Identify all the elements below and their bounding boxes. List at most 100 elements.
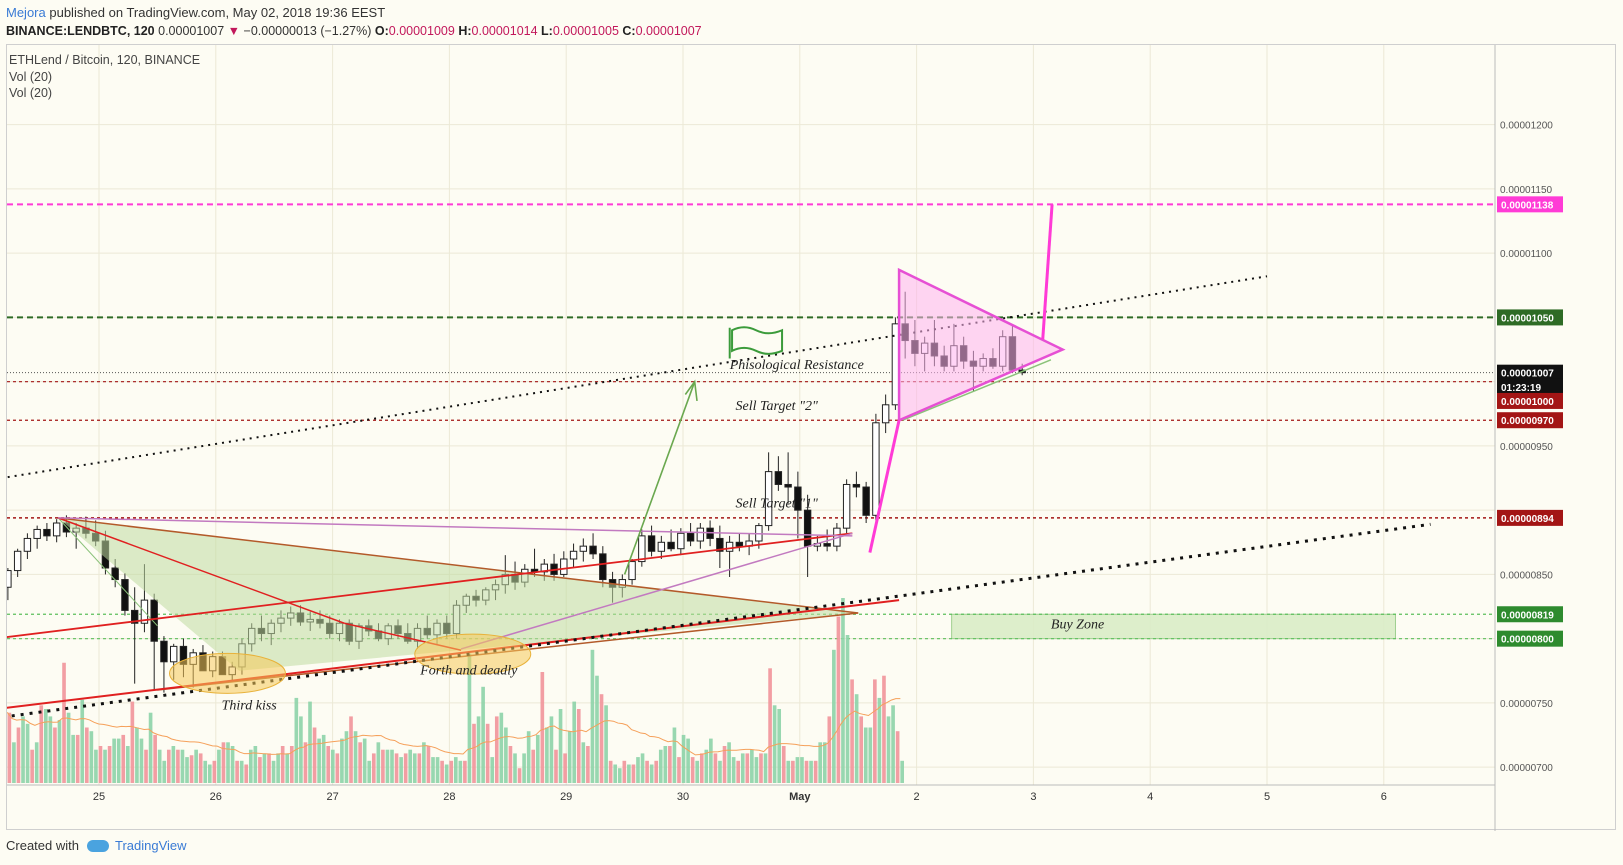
legend-volume-2[interactable]: Vol (20) — [9, 86, 53, 100]
candle-body — [150, 599, 158, 642]
volume-bar — [385, 749, 390, 783]
volume-bar — [248, 749, 253, 783]
volume-bar — [371, 753, 376, 783]
volume-bar — [157, 749, 162, 783]
volume-bar — [235, 760, 239, 783]
volume-bar — [276, 753, 280, 783]
volume-bar — [863, 727, 868, 783]
volume-bar — [704, 749, 709, 783]
price-label: 01:23:19 — [1497, 378, 1563, 395]
volume-bar — [531, 749, 536, 783]
volume-bar — [572, 701, 577, 783]
triangle-upper-line — [58, 517, 859, 614]
price-label-text: 0.00001007 — [1501, 369, 1554, 380]
volume-bar — [886, 716, 891, 783]
volume-bar — [499, 712, 504, 783]
volume-bar — [34, 742, 39, 783]
volume-bar — [581, 742, 586, 783]
volume-ma-line — [7, 698, 901, 756]
high-value: 0.00001014 — [471, 24, 538, 38]
volume-bar — [868, 727, 873, 783]
price-label: 0.00000894 — [1497, 509, 1563, 526]
candle-body — [794, 486, 802, 511]
price-chart[interactable]: 0.00001200 0.00001150 0.00001100 0.00000950… — [7, 45, 1617, 831]
volume-bar — [763, 753, 768, 783]
chart-pane[interactable]: 0.00001200 0.00001150 0.00001100 0.00000950… — [6, 44, 1617, 831]
candle-body — [725, 541, 734, 552]
candle-body — [774, 471, 783, 485]
y-tick-label: 0.00000750 — [1500, 699, 1553, 710]
volume-bar — [112, 738, 116, 783]
volume-bar — [713, 753, 718, 783]
volume-bar — [303, 742, 308, 783]
volume-bar — [162, 760, 167, 783]
brand-label: TradingView — [114, 838, 187, 853]
volume-bar — [353, 731, 358, 783]
legend-volume-1[interactable]: Vol (20) — [9, 69, 53, 84]
volume-bar — [463, 760, 467, 783]
volume-bar — [435, 757, 440, 783]
legend-title: ETHLend / Bitcoin, 120, BINANCE — [9, 53, 201, 67]
volume-bar — [895, 731, 900, 783]
candle-body — [121, 579, 129, 611]
volume-bar — [344, 731, 349, 783]
price-label-bg — [1497, 196, 1563, 213]
candle-body — [628, 561, 636, 581]
low-value: 0.00001005 — [552, 24, 619, 38]
author-link[interactable]: Mejora — [6, 5, 46, 20]
volume-bar — [804, 760, 809, 783]
candle-body — [169, 645, 178, 663]
volume-bar — [176, 749, 180, 783]
x-tick-label: 6 — [1381, 791, 1387, 803]
tradingview-brand[interactable]: TradingView — [86, 838, 187, 853]
price-label: 0.00001050 — [1497, 309, 1563, 326]
volume-bar — [677, 757, 681, 783]
price-label: 0.00000800 — [1497, 630, 1563, 647]
candle-body — [160, 640, 168, 663]
volume-bar — [845, 635, 850, 783]
x-tick-label: May — [789, 791, 811, 803]
volume-bar — [545, 727, 549, 783]
candle-body — [579, 545, 588, 552]
candle-body — [735, 541, 744, 547]
volume-bar — [116, 738, 121, 783]
volume-bar — [882, 675, 886, 783]
volume-bar — [745, 753, 750, 783]
volume-bar — [891, 705, 895, 783]
volume-bar — [308, 701, 312, 783]
volume-bar — [317, 738, 321, 783]
volume-bar — [7, 712, 12, 783]
price-label-text: 0.00000819 — [1501, 610, 1554, 621]
volume-bar — [125, 746, 130, 783]
volume-bar — [453, 757, 458, 783]
volume-bar — [654, 760, 659, 783]
candle-body — [842, 483, 851, 529]
volume-bar — [185, 757, 189, 783]
volume-bar — [595, 675, 599, 783]
dotted-trendline-upper — [7, 275, 1268, 479]
volume-bar — [144, 749, 148, 783]
volume-bar — [608, 760, 613, 783]
volume-bar — [841, 598, 845, 783]
volume-bar — [335, 753, 340, 783]
volume-bar — [362, 738, 367, 783]
volume-bar — [690, 757, 695, 783]
volume-bar — [299, 716, 303, 783]
candle-body — [43, 528, 51, 537]
volume-bar — [39, 705, 44, 783]
volume-bar — [103, 749, 107, 783]
volume-bar — [590, 649, 595, 783]
volume-bar — [627, 764, 631, 783]
volume-bar — [390, 749, 394, 783]
candle-body — [33, 528, 41, 539]
volume-bar — [754, 757, 759, 783]
volume-bar — [130, 701, 135, 783]
volume-bar — [57, 720, 62, 783]
volume-bar — [321, 734, 326, 783]
price-label-bg — [1497, 606, 1563, 623]
green-arrow-head — [684, 379, 698, 402]
volume-bar — [818, 742, 823, 783]
price-label-bg — [1497, 392, 1563, 409]
volume-bar — [759, 753, 763, 783]
volume-bar — [166, 749, 171, 783]
